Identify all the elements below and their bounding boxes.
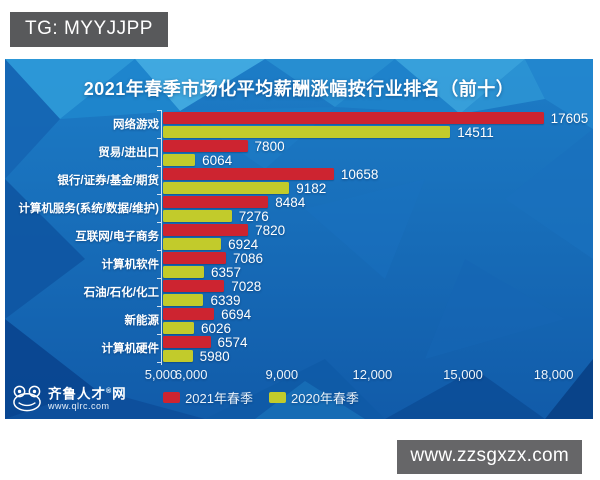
bar-2021年春季: [163, 224, 248, 236]
bar-2021年春季: [163, 196, 268, 208]
frog-icon: [13, 385, 41, 412]
bar-value: 7028: [231, 279, 262, 294]
category-label: 互联网/电子商务: [75, 231, 159, 243]
bar-2020年春季: [163, 238, 221, 250]
logo-text: 齐鲁人才®网 www.qlrc.com: [48, 385, 127, 412]
axis-tick-mark: [157, 138, 161, 139]
bar-2020年春季: [163, 322, 194, 334]
axis-tick-mark: [157, 194, 161, 195]
axis-tick-mark: [157, 166, 161, 167]
x-axis-tick-label: 15,000: [443, 367, 483, 382]
bar-value: 5980: [199, 349, 230, 364]
category-label: 计算机硬件: [101, 343, 160, 355]
bar-value: 6924: [228, 237, 259, 252]
category-label: 计算机软件: [101, 259, 160, 271]
x-axis-tick-label: 6,000: [174, 367, 208, 382]
bar-2021年春季: [163, 336, 211, 348]
legend-swatch-0: [163, 392, 181, 403]
category-label: 银行/证券/基金/期货: [57, 175, 159, 187]
bar-2021年春季: [163, 140, 248, 152]
bar-2021年春季: [163, 252, 226, 264]
bar-value: 7086: [232, 251, 264, 266]
bar-2020年春季: [163, 350, 193, 362]
category-label: 网络游戏: [113, 119, 159, 131]
bar-value: 6357: [210, 265, 242, 280]
axis-tick-mark: [157, 222, 161, 223]
bar-value: 6026: [200, 321, 232, 336]
bar-2021年春季: [163, 112, 544, 124]
x-axis-tick-label: 12,000: [352, 367, 393, 382]
bar-2020年春季: [163, 182, 289, 194]
axis-tick-mark: [157, 362, 161, 363]
bar-value: 7800: [254, 139, 285, 154]
bar-2021年春季: [163, 280, 224, 292]
legend-label-2020: 2020年春季: [291, 391, 359, 406]
bar-value: 7820: [255, 223, 286, 238]
watermark-label: www.zzsgxzx.com: [397, 440, 582, 474]
bar-value: 6574: [217, 335, 248, 350]
tg-overlay-label: TG: MYYJJPP: [10, 12, 168, 47]
bar-value: 8484: [275, 195, 306, 210]
bar-2021年春季: [163, 168, 334, 180]
axis-tick-mark: [157, 278, 161, 279]
bar-2020年春季: [163, 266, 204, 278]
chart-title: 2021年春季市场化平均薪酬涨幅按行业排名（前十）: [83, 79, 515, 99]
plot-area: 网络游戏 17605 14511 贸易/进出口 7800 6064 银行/证券/基金/期货 1…: [5, 59, 593, 419]
qlrc-logo: 齐鲁人才®网 www.qlrc.com: [11, 384, 127, 412]
axis-tick-mark: [157, 334, 161, 335]
x-axis-tick-label: 5,000: [144, 367, 178, 382]
logo-name: 齐鲁人才®网: [48, 386, 127, 402]
bar-value: 10658: [340, 167, 379, 182]
chart-image: 2021年春季市场化平均薪酬涨幅按行业排名（前十） 网络游戏 17605 14511…: [5, 59, 593, 419]
bar-2021年春季: [163, 308, 214, 320]
bar-2020年春季: [163, 126, 450, 138]
bar-2020年春季: [163, 210, 232, 222]
axis-tick-mark: [157, 110, 161, 111]
bar-value: 6694: [221, 307, 252, 322]
bar-value: 7276: [238, 209, 269, 224]
bar-2020年春季: [163, 154, 195, 166]
bar-value: 17605: [550, 111, 589, 126]
bar-value: 6064: [202, 153, 233, 168]
axis-tick-mark: [157, 250, 161, 251]
logo-url: www.qlrc.com: [48, 401, 110, 412]
category-label: 石油/石化/化工: [83, 287, 159, 299]
bar-value: 9182: [296, 181, 327, 196]
bar-2020年春季: [163, 294, 203, 306]
registered-mark-icon: ®: [106, 387, 113, 395]
category-label: 新能源: [124, 315, 160, 327]
x-axis-tick-label: 18,000: [533, 367, 574, 382]
chart-legend: 2021年春季 2020年春季: [5, 388, 555, 407]
category-label: 计算机服务(系统/数据/维护): [18, 203, 159, 215]
axis-tick-mark: [157, 306, 161, 307]
x-axis-tick-label: 9,000: [265, 367, 299, 382]
legend-item-2020: 2020年春季: [269, 388, 359, 407]
bar-value: 14511: [457, 125, 494, 140]
legend-label-2021: 2021年春季: [185, 391, 253, 406]
legend-item-2021: 2021年春季: [163, 388, 253, 407]
legend-swatch-1: [269, 392, 286, 403]
category-axis-line: [161, 110, 162, 365]
category-label: 贸易/进出口: [98, 147, 159, 159]
bar-value: 6339: [210, 293, 241, 308]
